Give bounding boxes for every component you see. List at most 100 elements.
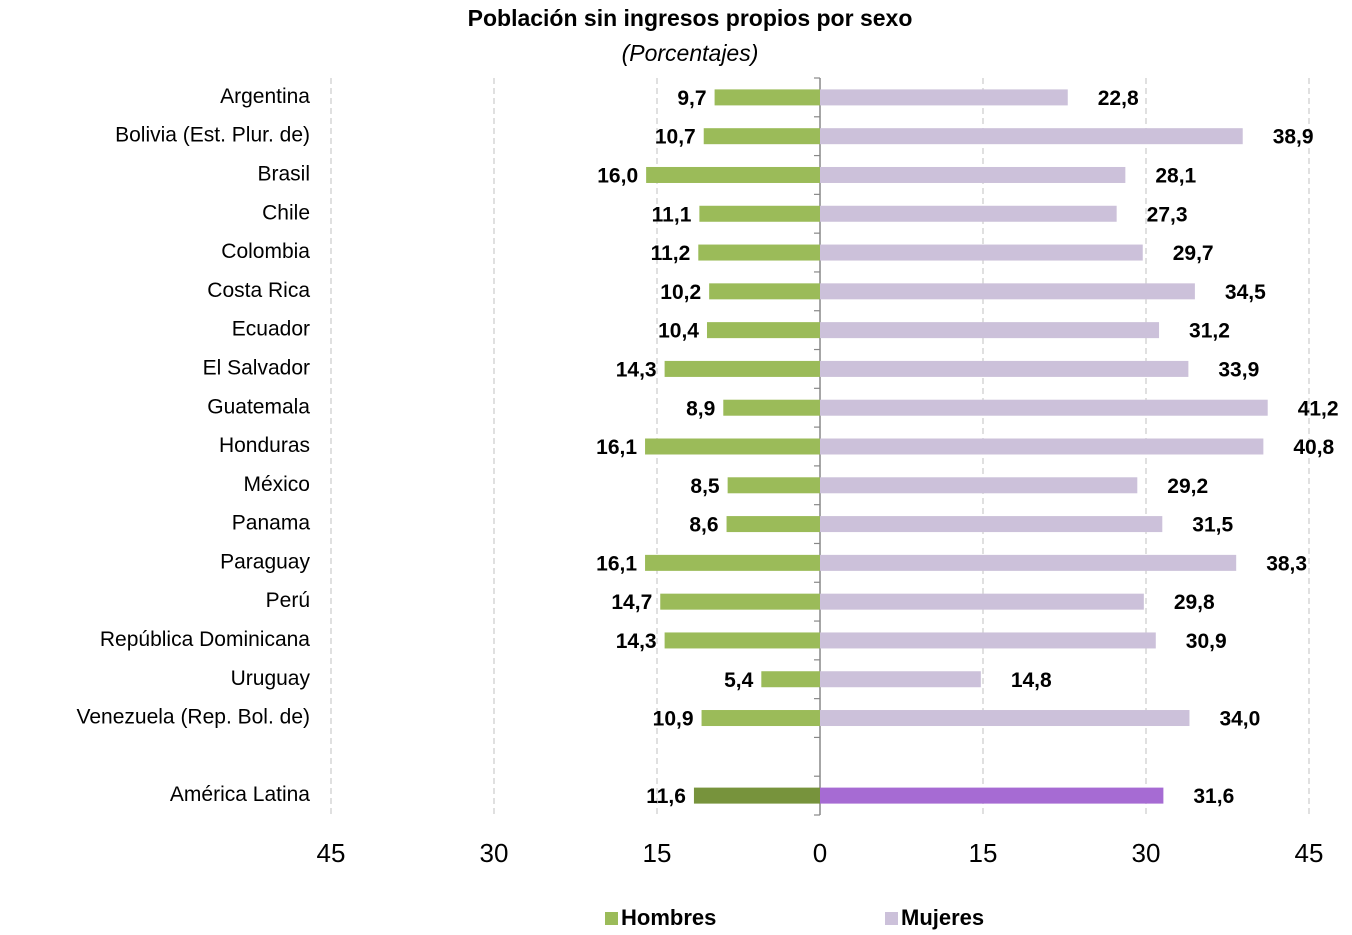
bar [706, 322, 820, 339]
bar [820, 205, 1117, 222]
bar [820, 593, 1144, 610]
legend-label: Hombres [621, 905, 716, 930]
value-label: 14,3 [616, 358, 657, 381]
x-tick-label: 15 [643, 838, 672, 868]
bar [660, 593, 820, 610]
bar [820, 360, 1189, 377]
value-label: 11,1 [652, 203, 692, 226]
bar [820, 283, 1195, 300]
y-tick-label: Honduras [219, 434, 310, 457]
bar [820, 787, 1164, 804]
y-tick-label: Colombia [221, 240, 310, 263]
value-label: 8,9 [686, 397, 715, 420]
y-tick-label: El Salvador [203, 356, 310, 379]
value-label: 10,2 [660, 281, 701, 304]
y-tick-label: América Latina [170, 783, 310, 806]
y-tick-label: Ecuador [232, 318, 310, 341]
bar [701, 710, 820, 727]
value-label: 29,2 [1167, 475, 1208, 498]
bar [820, 166, 1126, 183]
bar [820, 671, 981, 688]
bar [723, 399, 820, 416]
bar [645, 438, 820, 455]
value-label: 29,8 [1174, 591, 1215, 614]
bar [820, 516, 1163, 533]
value-label: 29,7 [1173, 242, 1214, 265]
legend-swatch [605, 912, 618, 925]
y-tick-label: Bolivia (Est. Plur. de) [115, 124, 310, 147]
bar [820, 632, 1156, 649]
bar [820, 438, 1264, 455]
value-label: 40,8 [1293, 436, 1334, 459]
value-label: 34,0 [1219, 708, 1260, 731]
bar [820, 322, 1160, 339]
y-tick-label: Chile [262, 201, 310, 224]
value-label: 16,1 [596, 552, 637, 575]
y-tick-label: Costa Rica [207, 279, 310, 302]
value-label: 14,7 [611, 591, 652, 614]
x-tick-label: 30 [1132, 838, 1161, 868]
x-tick-label: 30 [480, 838, 509, 868]
value-label: 10,9 [653, 708, 694, 731]
value-label: 22,8 [1098, 87, 1139, 110]
value-label: 31,5 [1192, 514, 1233, 537]
value-label: 34,5 [1225, 281, 1266, 304]
value-label: 41,2 [1298, 397, 1339, 420]
bar [703, 128, 820, 145]
value-label: 9,7 [677, 87, 706, 110]
value-label: 16,1 [596, 436, 637, 459]
bar [820, 399, 1268, 416]
value-label: 27,3 [1147, 203, 1188, 226]
value-label: 31,2 [1189, 320, 1230, 343]
chart-title: Población sin ingresos propios por sexo [468, 5, 913, 31]
chart-subtitle: (Porcentajes) [622, 40, 759, 66]
value-label: 33,9 [1218, 358, 1259, 381]
y-tick-label: República Dominicana [100, 628, 310, 651]
value-label: 14,3 [616, 630, 657, 653]
bar [820, 710, 1190, 727]
value-label: 10,4 [658, 320, 699, 343]
value-label: 31,6 [1193, 785, 1234, 808]
x-tick-label: 45 [317, 838, 346, 868]
bar [714, 89, 820, 106]
y-tick-label: Guatemala [207, 395, 310, 418]
bar [726, 516, 820, 533]
y-tick-label: Uruguay [231, 667, 311, 690]
value-label: 11,2 [651, 242, 691, 265]
y-tick-label: Brasil [257, 163, 310, 186]
bar [820, 244, 1143, 261]
x-tick-label: 15 [969, 838, 998, 868]
y-tick-label: Perú [266, 589, 310, 612]
y-tick-label: Paraguay [220, 550, 310, 573]
value-label: 8,5 [690, 475, 720, 498]
bar [646, 166, 820, 183]
value-label: 14,8 [1011, 669, 1052, 692]
value-label: 28,1 [1155, 165, 1196, 188]
bar [727, 477, 820, 494]
bar [664, 632, 820, 649]
bar [820, 554, 1237, 571]
bar [699, 205, 820, 222]
x-tick-label: 0 [813, 838, 827, 868]
bar [820, 89, 1068, 106]
bar [693, 787, 820, 804]
y-tick-label: México [243, 473, 310, 496]
x-tick-label: 45 [1295, 838, 1324, 868]
bar [820, 477, 1138, 494]
value-label: 8,6 [689, 514, 718, 537]
value-label: 16,0 [597, 165, 638, 188]
bar [664, 360, 820, 377]
bar [698, 244, 820, 261]
value-label: 38,3 [1266, 552, 1307, 575]
value-label: 5,4 [724, 669, 754, 692]
y-tick-label: Venezuela (Rep. Bol. de) [77, 706, 310, 729]
bar [761, 671, 820, 688]
legend-label: Mujeres [901, 905, 984, 930]
y-tick-label: Panama [232, 512, 311, 535]
value-label: 38,9 [1273, 126, 1314, 149]
bar [645, 554, 820, 571]
bar [709, 283, 820, 300]
bar [820, 128, 1243, 145]
y-tick-label: Argentina [220, 85, 310, 108]
